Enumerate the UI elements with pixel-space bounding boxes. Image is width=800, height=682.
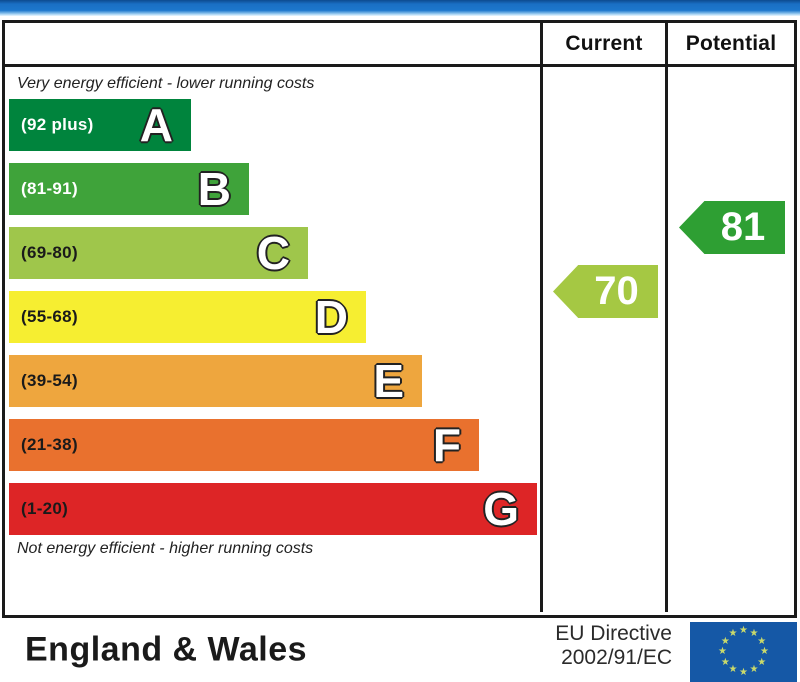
band-F-letter: F: [432, 419, 461, 471]
band-C-letter: C: [256, 227, 290, 279]
eu-flag-star: ★: [718, 646, 727, 657]
eu-directive-label: EU Directive 2002/91/EC: [555, 622, 672, 669]
header-spacer: [5, 23, 540, 64]
window-titlebar: [0, 0, 800, 16]
band-F-range: (21-38): [21, 435, 78, 454]
eu-flag-star: ★: [728, 664, 738, 676]
current-rating-arrow: 70: [553, 265, 658, 318]
current-rating-cell: 70: [540, 67, 665, 612]
eu-flag-star: ★: [757, 656, 767, 668]
potential-header-label: Potential: [685, 31, 777, 55]
band-B-range: (81-91): [21, 179, 78, 198]
eu-flag-star: ★: [739, 667, 748, 678]
band-C: (69-80) C: [9, 227, 308, 279]
band-G-range: (1-20): [21, 499, 69, 518]
bottom-note: Not energy efficient - higher running co…: [17, 540, 314, 557]
eu-flag-star: ★: [749, 627, 759, 639]
eu-flag-star: ★: [749, 664, 759, 676]
potential-rating-arrow: 81: [679, 201, 785, 254]
eu-flag-star: ★: [720, 635, 730, 647]
eu-directive-line2: 2002/91/EC: [561, 645, 672, 669]
band-B-letter: B: [197, 163, 231, 215]
table-body-row: Very energy efficient - lower running co…: [5, 67, 794, 612]
top-note: Very energy efficient - lower running co…: [17, 75, 315, 92]
eu-flag-star: ★: [739, 625, 748, 636]
band-A-range: (92 plus): [21, 115, 94, 134]
current-header-label: Current: [565, 31, 643, 55]
eu-flag-star: ★: [728, 627, 738, 639]
band-C-range: (69-80): [21, 243, 78, 262]
eu-flag-icon: ★ ★ ★ ★ ★ ★ ★ ★ ★ ★ ★ ★: [690, 622, 797, 682]
rating-table: Current Potential Very energy efficient …: [2, 20, 797, 618]
band-G-letter: G: [483, 483, 519, 535]
band-E: (39-54) E: [9, 355, 422, 407]
band-B: (81-91) B: [9, 163, 249, 215]
band-D-range: (55-68): [21, 307, 78, 326]
band-D-letter: D: [314, 291, 348, 343]
potential-rating-cell: 81: [665, 67, 794, 612]
potential-column-header: Potential: [665, 23, 794, 64]
band-G: (1-20) G: [9, 483, 537, 535]
footer: England & Wales EU Directive 2002/91/EC …: [0, 618, 800, 682]
current-column-header: Current: [540, 23, 665, 64]
eu-flag-star: ★: [760, 646, 769, 657]
eu-flag-star: ★: [720, 656, 730, 668]
table-header-row: Current Potential: [5, 23, 794, 67]
eu-flag-star: ★: [757, 635, 767, 647]
band-F: (21-38) F: [9, 419, 479, 471]
region-label: England & Wales: [25, 630, 308, 669]
band-E-range: (39-54): [21, 371, 78, 390]
band-A: (92 plus) A: [9, 99, 191, 151]
band-A-letter: A: [139, 99, 173, 151]
band-D: (55-68) D: [9, 291, 366, 343]
eu-directive-line1: EU Directive: [555, 622, 672, 645]
rating-scale-cell: Very energy efficient - lower running co…: [5, 67, 540, 612]
band-E-letter: E: [373, 355, 404, 407]
